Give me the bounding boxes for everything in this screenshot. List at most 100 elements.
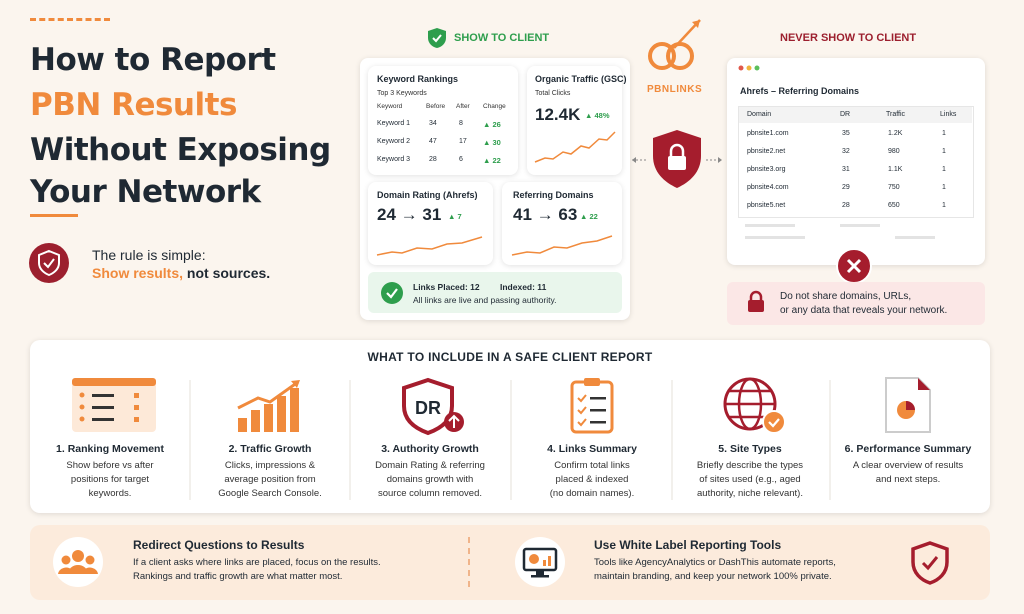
warning-box	[727, 282, 985, 325]
column-header: Change	[483, 103, 506, 110]
rule-highlight: Show results,	[92, 265, 184, 281]
sparkline	[376, 236, 483, 256]
table-cell: pbnsite3.org	[747, 166, 786, 173]
logo-mark	[648, 19, 701, 70]
lock-shield	[632, 130, 722, 188]
traffic-icon	[237, 380, 300, 432]
change-value: 7	[457, 212, 462, 221]
item-line: authority, niche relevant).	[697, 488, 803, 499]
accent-line	[30, 214, 78, 217]
table-cell: 29	[842, 184, 850, 191]
item-line: (no domain names).	[549, 488, 635, 499]
change-value: 22	[492, 156, 501, 165]
item-title: 1. Ranking Movement	[56, 443, 164, 455]
table-cell: 8	[459, 120, 463, 127]
sparkline	[534, 131, 616, 163]
people-icon	[53, 537, 103, 587]
item-line: Clicks, impressions &	[224, 460, 316, 471]
x-icon	[836, 248, 872, 284]
table-cell: 1	[942, 130, 946, 137]
traffic-card	[527, 66, 622, 175]
table-cell: pbnsite2.net	[747, 148, 786, 155]
item-title: 4. Links Summary	[547, 443, 637, 455]
rule-text: Show results, not sources.	[92, 265, 270, 281]
window-title: Ahrefs – Referring Domains	[740, 86, 860, 96]
table-cell: 47	[429, 138, 437, 145]
title-line: Without Exposing	[30, 132, 331, 168]
checklist-icon	[570, 378, 614, 434]
card-title: Domain Rating (Ahrefs)	[377, 190, 478, 200]
tip-line: If a client asks where links are placed,…	[133, 557, 381, 568]
item-title: 2. Traffic Growth	[228, 443, 312, 455]
card-title: Keyword Rankings	[377, 74, 459, 84]
check-icon	[381, 282, 403, 304]
domain-table-frame	[738, 106, 974, 218]
item-line: average position from	[224, 474, 316, 485]
item-line: and next steps.	[875, 474, 941, 485]
table-cell: 32	[842, 148, 850, 155]
tip-title: Use White Label Reporting Tools	[594, 538, 782, 552]
card-title: Referring Domains	[513, 190, 594, 200]
ranking-icon	[72, 378, 156, 432]
item-line: Show before vs after	[66, 460, 154, 471]
table-cell: 34	[429, 120, 437, 127]
rd-card	[502, 182, 622, 265]
table-cell: Keyword 3	[377, 156, 411, 163]
tip-divider	[468, 537, 470, 587]
report-icon	[885, 377, 931, 433]
monitor-icon	[515, 537, 565, 587]
metric-change: ▲ 48%	[585, 111, 610, 120]
table-cell: 1	[942, 184, 946, 191]
table-cell: pbnsite1.com	[747, 130, 789, 137]
metric-value: 41 → 63	[513, 205, 578, 224]
dr-card	[368, 182, 493, 265]
item-title: 6. Performance Summary	[844, 443, 972, 455]
table-cell: 17	[459, 138, 467, 145]
title-line: How to Report	[30, 42, 276, 78]
column-header: Traffic	[886, 111, 906, 118]
table-cell: Keyword 2	[377, 138, 411, 145]
title-line: PBN Results	[30, 87, 237, 123]
links-summary	[368, 272, 622, 313]
change-value: 30	[492, 138, 501, 147]
rule-rest: not sources.	[186, 265, 271, 281]
placeholder-rows	[745, 224, 935, 239]
globe-icon	[723, 377, 786, 434]
links-placed: Links Placed: 12	[413, 282, 480, 292]
item-line: source column removed.	[377, 488, 483, 499]
item-title: 3. Authority Growth	[381, 443, 479, 455]
check-shield	[428, 28, 446, 48]
table-cell: 1.2K	[888, 130, 903, 137]
table-cell: 31	[842, 166, 850, 173]
lock-icon	[748, 290, 764, 312]
item-line: of sites used (e.g., aged	[699, 474, 801, 485]
change-value: 26	[492, 120, 501, 129]
tip-line: Rankings and traffic growth are what mat…	[133, 571, 343, 582]
window-dots	[738, 65, 760, 71]
tip-line: Tools like AgencyAnalytics or DashThis a…	[594, 557, 836, 568]
links-indexed: Indexed: 11	[500, 282, 547, 292]
authority-icon: DR	[402, 377, 464, 436]
browser-window	[727, 58, 985, 265]
icon-text: DR	[415, 398, 441, 418]
column-header: DR	[840, 111, 851, 118]
warning-line: Do not share domains, URLs,	[780, 291, 912, 302]
item-title: 5. Site Types	[718, 443, 782, 455]
accent-line	[30, 18, 110, 21]
never-label: NEVER SHOW TO CLIENT	[780, 32, 917, 44]
column-header: Domain	[747, 111, 772, 118]
column-header: Keyword	[377, 103, 403, 110]
metric-value: 12.4K	[535, 105, 581, 124]
item-line: keywords.	[88, 488, 132, 499]
card-title: Organic Traffic (GSC)	[535, 74, 627, 84]
rule-intro: The rule is simple:	[92, 247, 206, 263]
item-line: positions for target	[70, 474, 150, 485]
table-cell: 28	[842, 202, 850, 209]
to: 31	[422, 205, 442, 224]
sparkline	[511, 235, 613, 256]
metric-change: ▲ 7	[448, 212, 462, 221]
item-line: domains growth with	[386, 474, 474, 485]
column-header: Links	[940, 111, 957, 118]
metric-label: Total Clicks	[535, 90, 571, 97]
